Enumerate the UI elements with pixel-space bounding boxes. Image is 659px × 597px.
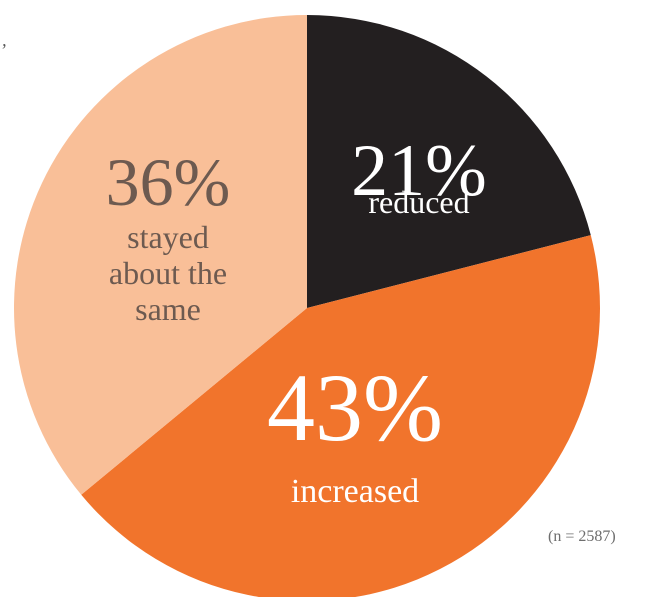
slice-category-label: increased	[291, 473, 419, 510]
pie-slice-increased	[81, 235, 600, 597]
slice-percent-label: 43%	[267, 354, 443, 461]
slice-category-label: about the	[109, 255, 227, 291]
corner-mark-text: ’	[0, 40, 6, 60]
slice-category-label: reduced	[368, 184, 469, 220]
sample-size-note: (n = 2587)	[548, 528, 616, 545]
slice-category-label: same	[135, 291, 201, 327]
pie-slice-stayed-about-the-same	[13, 15, 308, 495]
slice-category-label: stayed	[127, 219, 209, 255]
slice-percent-label: 36%	[106, 144, 231, 220]
slice-percent-label: 21%	[351, 130, 487, 212]
pie-slice-reduced	[307, 15, 591, 308]
pie-slices	[13, 15, 600, 597]
